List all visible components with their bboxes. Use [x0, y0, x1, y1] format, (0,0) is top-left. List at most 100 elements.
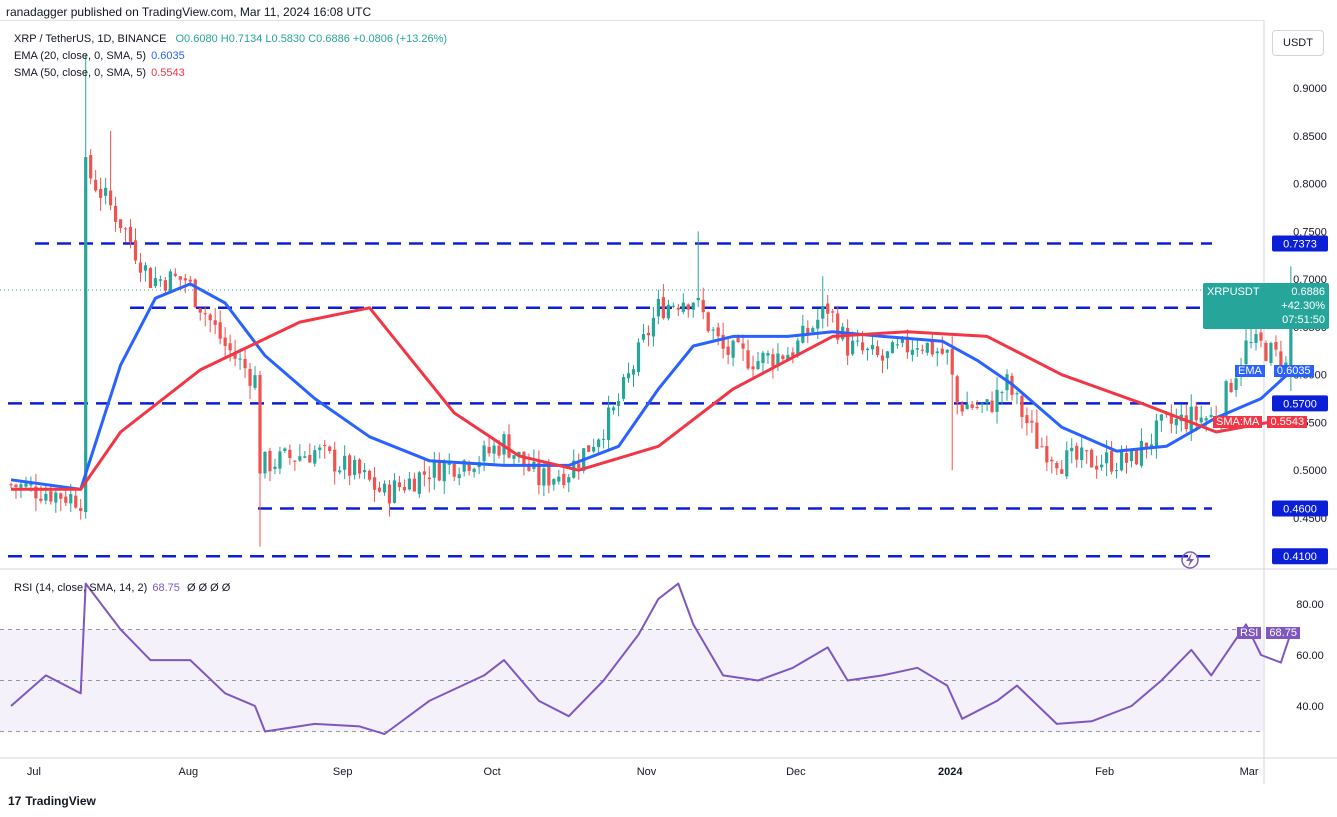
sma-line — [11, 306, 1292, 491]
candle-body — [656, 298, 660, 317]
candle-body — [148, 267, 153, 288]
candle-body — [811, 328, 815, 333]
candle-body — [865, 348, 870, 351]
candle-body — [348, 455, 352, 476]
candle-body — [806, 328, 810, 335]
candle-body — [452, 463, 456, 477]
legend-rsi-row: RSI (14, close, SMA, 14, 2) 68.75 Ø Ø Ø … — [14, 582, 230, 594]
lightning-bolt-icon — [1186, 553, 1194, 567]
candle-body — [422, 471, 426, 475]
candle-body — [851, 340, 855, 355]
horizontal-levels — [8, 242, 1212, 558]
candle-body — [1090, 449, 1094, 468]
candle-body — [955, 376, 959, 403]
candle-body — [552, 479, 556, 485]
candle-body — [661, 297, 665, 319]
candle-body — [437, 460, 441, 481]
candle-body — [935, 351, 939, 354]
candle-body — [1269, 342, 1273, 364]
currency-button[interactable]: USDT — [1272, 30, 1324, 56]
candle-body — [34, 486, 38, 499]
candle-body — [1139, 440, 1144, 466]
candle-body — [377, 487, 382, 492]
ema-legend-label[interactable]: EMA (20, close, 0, SMA, 5) — [14, 50, 147, 62]
candle-body — [746, 350, 750, 369]
candle-body — [133, 240, 138, 261]
candle-body — [402, 487, 407, 491]
candle-body — [512, 455, 516, 459]
candle-body — [208, 314, 212, 321]
candle-body — [253, 375, 257, 388]
price-tag-symbol: XRPUSDT — [1207, 286, 1260, 298]
legend-ema-row: EMA (20, close, 0, SMA, 5) 0.6035 — [14, 50, 185, 62]
candle-body — [497, 445, 501, 456]
candle-body — [203, 313, 207, 315]
rsi-tick-label: 60.00 — [1296, 650, 1324, 662]
candle-body — [716, 327, 720, 337]
candle-body — [985, 399, 989, 403]
candle-body — [1134, 449, 1139, 465]
candle-body — [666, 304, 670, 319]
candle-body — [158, 279, 162, 281]
candle-body — [1264, 342, 1268, 361]
candle-body — [358, 459, 362, 474]
candle-body — [681, 302, 685, 312]
candle-body — [1204, 418, 1208, 421]
moving-averages — [10, 282, 1292, 491]
rsi-tick-label: 80.00 — [1296, 599, 1324, 611]
candle-body — [527, 463, 531, 471]
candle-body — [1274, 342, 1278, 350]
candle-body — [860, 342, 865, 351]
candle-body — [54, 492, 58, 503]
candle-body — [233, 352, 237, 359]
candle-body — [816, 319, 820, 329]
candle-body — [44, 493, 48, 501]
candle-body — [1035, 422, 1039, 449]
candle-body — [890, 342, 895, 354]
candle-body — [258, 375, 262, 474]
candle-body — [895, 344, 900, 346]
candle-body — [69, 494, 73, 504]
candle-body — [706, 312, 710, 332]
candle-body — [1249, 341, 1253, 343]
candle-body — [537, 462, 541, 486]
candle-body — [94, 179, 98, 191]
candle-body — [821, 306, 825, 319]
ema-legend-value: 0.6035 — [151, 50, 185, 62]
candle-body — [1174, 418, 1178, 426]
candle-body — [940, 348, 944, 354]
candle-body — [1095, 465, 1099, 470]
rsi-legend-label[interactable]: RSI (14, close, SMA, 14, 2) — [14, 582, 148, 594]
candle-body — [1194, 406, 1198, 421]
candle-body — [990, 400, 994, 412]
candle-body — [671, 305, 675, 307]
candle-body — [875, 346, 880, 356]
candle-body — [950, 348, 954, 375]
candle-body — [915, 348, 919, 350]
price-tick-label: 0.5000 — [1293, 465, 1327, 477]
sma-legend-label[interactable]: SMA (50, close, 0, SMA, 5) — [14, 67, 147, 79]
candle-body — [1085, 450, 1089, 452]
candle-body — [1189, 406, 1193, 431]
candle-body — [1184, 415, 1188, 429]
candle-body — [288, 449, 292, 459]
ema-line — [10, 282, 1292, 491]
candle-body — [462, 460, 466, 472]
candle-body — [786, 354, 790, 361]
candle-body — [547, 466, 551, 486]
candle-body — [492, 445, 496, 454]
candle-body — [726, 346, 730, 355]
candle-body — [1229, 382, 1233, 393]
candle-body — [1119, 450, 1124, 471]
candle-body — [318, 447, 322, 451]
candle-body — [472, 468, 476, 472]
candle-body — [567, 477, 571, 483]
candle-body — [248, 368, 252, 386]
candle-body — [1159, 414, 1163, 421]
candle-body — [407, 478, 411, 490]
candle-body — [910, 349, 914, 355]
candle-body — [268, 450, 272, 472]
symbol-label[interactable]: XRP / TetherUS, 1D, BINANCE — [14, 33, 167, 45]
candle-body — [741, 343, 745, 349]
candle-body — [856, 340, 860, 342]
